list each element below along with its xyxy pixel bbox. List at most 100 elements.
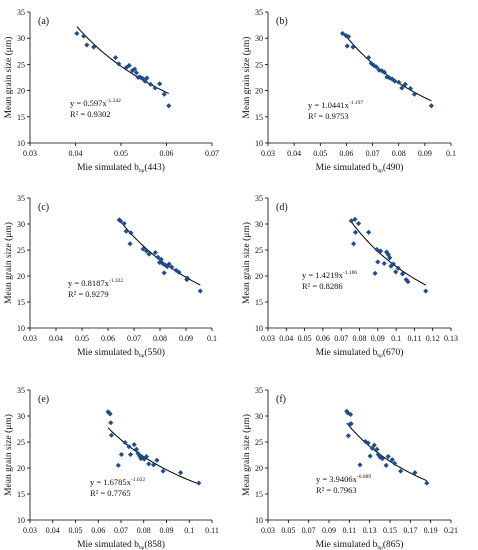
data-point xyxy=(117,218,124,224)
x-tick-label: 0.04 xyxy=(46,526,60,535)
data-point xyxy=(381,260,387,267)
data-point xyxy=(402,81,408,87)
y-tick-label: 30 xyxy=(17,220,25,229)
x-tick-label: 0.13 xyxy=(363,526,377,535)
data-point xyxy=(84,42,90,48)
data-point xyxy=(398,468,404,474)
y-tick-label: 20 xyxy=(17,272,25,281)
data-point xyxy=(345,410,351,416)
data-point xyxy=(367,453,373,459)
x-axis-title: Mie simulated bbp(858) xyxy=(77,539,165,550)
x-tick-label: 0.19 xyxy=(424,526,438,535)
x-tick-label: 0.03 xyxy=(23,334,37,343)
y-axis-title: Mean grain size (μm) xyxy=(241,414,252,496)
data-point xyxy=(128,230,134,236)
data-point xyxy=(177,470,184,476)
y-tick-label: 15 xyxy=(17,298,25,307)
data-point xyxy=(123,228,129,234)
data-point xyxy=(387,255,393,261)
data-point xyxy=(143,453,150,460)
x-tick-label: 0.07 xyxy=(127,334,141,343)
y-tick-label: 35 xyxy=(17,8,25,17)
y-tick-label: 35 xyxy=(17,194,25,203)
y-tick-label: 10 xyxy=(17,516,25,525)
data-point xyxy=(147,81,154,87)
x-tick-label: 0.05 xyxy=(114,149,128,158)
data-point xyxy=(127,241,133,247)
fit-equation: y = 0.597x-1.242 xyxy=(70,98,121,108)
data-point xyxy=(355,220,362,227)
chart-panel: 10 15 20 25 30 35 0.03 0.04 0.05 0.06 0.07 Mean gra… xyxy=(3,8,219,174)
chart-panel: 10 15 20 25 30 35 0.03 0.05 0.07 0.09 0.11 0.13 0.15… xyxy=(241,386,458,550)
x-tick-label: 0.04 xyxy=(49,334,63,343)
data-point xyxy=(158,256,164,262)
data-point xyxy=(385,453,391,460)
data-point xyxy=(352,216,358,222)
data-point xyxy=(126,62,132,69)
x-tick-label: 0.08 xyxy=(137,526,151,535)
x-tick-label: 0.06 xyxy=(339,149,353,158)
data-point xyxy=(118,451,125,458)
y-tick-label: 10 xyxy=(17,139,25,148)
data-point xyxy=(107,411,113,417)
data-point xyxy=(146,461,152,467)
trend-line xyxy=(76,26,169,94)
data-point xyxy=(127,451,134,458)
data-point xyxy=(395,265,401,271)
y-axis-title: Mean grain size (μm) xyxy=(3,414,14,496)
x-tick-label: 0.08 xyxy=(392,149,406,158)
data-point xyxy=(391,460,398,466)
y-tick-label: 15 xyxy=(17,113,25,122)
data-point xyxy=(146,251,152,257)
fit-equation: y = 1.6785x-1.022 xyxy=(90,477,145,487)
data-point xyxy=(373,64,380,70)
r-squared: R² = 0.7765 xyxy=(90,488,131,498)
y-tick-label: 30 xyxy=(255,220,263,229)
x-tick-label: 0.08 xyxy=(153,334,167,343)
y-tick-label: 20 xyxy=(255,87,263,96)
x-tick-label: 0.06 xyxy=(316,334,330,343)
data-point xyxy=(366,54,372,61)
data-point xyxy=(374,246,380,253)
y-tick-label: 15 xyxy=(255,113,263,122)
data-point xyxy=(379,68,385,74)
y-tick-label: 10 xyxy=(255,324,263,333)
data-point xyxy=(91,44,97,50)
data-point xyxy=(133,70,140,76)
y-tick-label: 15 xyxy=(255,490,263,499)
fit-equation: y = 3.9406x-0.889 xyxy=(316,474,371,484)
data-point xyxy=(389,457,395,463)
y-tick-label: 20 xyxy=(17,464,25,473)
data-point xyxy=(160,468,166,474)
data-point xyxy=(372,270,378,277)
data-point xyxy=(375,259,381,265)
data-point xyxy=(339,30,346,37)
x-tick-label: 0.1 xyxy=(446,149,456,158)
data-point xyxy=(396,79,402,85)
x-axis-title: Mie simulated bbp(443) xyxy=(77,162,165,174)
data-point xyxy=(350,44,356,50)
data-point xyxy=(197,288,203,294)
y-axis-title: Mean grain size (μm) xyxy=(3,37,14,119)
x-tick-label: 0.21 xyxy=(444,526,458,535)
trend-line xyxy=(342,31,432,102)
data-point xyxy=(169,264,175,270)
data-point xyxy=(184,275,190,281)
y-tick-label: 30 xyxy=(17,412,25,421)
data-point xyxy=(377,248,384,254)
x-tick-label: 0.11 xyxy=(205,526,219,535)
x-tick-label: 0.04 xyxy=(287,149,301,158)
y-tick-label: 25 xyxy=(255,246,263,255)
data-point xyxy=(116,61,122,67)
y-axis-title: Mean grain size (μm) xyxy=(241,37,252,119)
x-tick-label: 0.05 xyxy=(75,334,89,343)
panel-label: (f) xyxy=(276,394,286,405)
x-tick-label: 0.07 xyxy=(302,526,316,535)
x-axis-title: Mie simulated bbp(670) xyxy=(316,347,404,359)
data-point xyxy=(392,78,398,84)
x-tick-label: 0.08 xyxy=(353,334,367,343)
data-point xyxy=(352,229,359,235)
y-tick-label: 25 xyxy=(255,60,263,69)
panel-label: (b) xyxy=(276,16,288,27)
x-tick-label: 0.05 xyxy=(281,526,295,535)
